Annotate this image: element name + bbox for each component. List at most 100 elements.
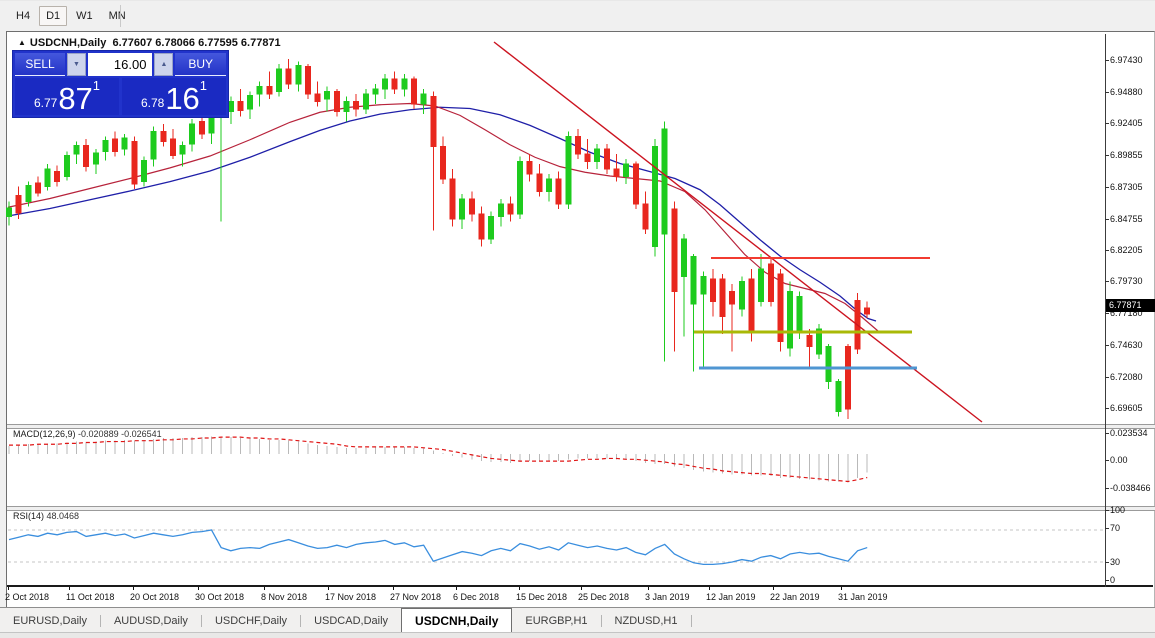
bear-candle bbox=[478, 213, 485, 240]
date-tick bbox=[69, 587, 70, 590]
chart-tab-nzdusd[interactable]: NZDUSD,H1 bbox=[614, 614, 678, 627]
chart-tab-usdcnh[interactable]: USDCNH,Daily bbox=[401, 608, 513, 633]
axis-label: 6.92405 bbox=[1110, 118, 1143, 128]
price-axis-line bbox=[1105, 34, 1106, 587]
axis-tick bbox=[1105, 488, 1109, 489]
bull-candle bbox=[787, 291, 794, 349]
bear-candle bbox=[526, 161, 533, 175]
bull-candle bbox=[121, 137, 128, 150]
chart-tab-usdchf[interactable]: USDCHF,Daily bbox=[214, 614, 288, 627]
bull-candle bbox=[652, 146, 659, 248]
bull-candle bbox=[796, 296, 803, 333]
bull-candle bbox=[382, 78, 389, 90]
date-tick bbox=[8, 587, 9, 590]
one-click-trade-panel: SELL ▼ 16.00 ▲ BUY 6.77 87 1 6.78 16 1 bbox=[13, 51, 228, 117]
date-tick bbox=[648, 587, 649, 590]
axis-tick bbox=[1105, 281, 1109, 282]
axis-label: 0.00 bbox=[1110, 455, 1128, 465]
axis-tick bbox=[1105, 562, 1109, 563]
date-label: 12 Jan 2019 bbox=[706, 592, 756, 602]
bear-candle bbox=[160, 131, 167, 143]
chart-window bbox=[6, 31, 1155, 633]
bull-candle bbox=[73, 144, 80, 155]
buy-button[interactable]: BUY bbox=[175, 53, 227, 76]
tab-separator bbox=[600, 614, 602, 627]
tab-separator bbox=[300, 614, 302, 627]
timeframe-button-h4[interactable]: H4 bbox=[16, 10, 31, 22]
current-price-tag: 6.77871 bbox=[1106, 299, 1155, 312]
date-label: 20 Oct 2018 bbox=[130, 592, 180, 602]
macd-rsi-separator[interactable] bbox=[7, 506, 1155, 511]
bull-candle bbox=[681, 238, 688, 278]
date-tick bbox=[841, 587, 842, 590]
timeframe-button-d1[interactable]: D1 bbox=[39, 6, 68, 26]
timeframe-button-mn[interactable]: MN bbox=[108, 10, 126, 22]
bull-candle bbox=[420, 93, 427, 105]
date-tick bbox=[198, 587, 199, 590]
axis-label: 6.69605 bbox=[1110, 403, 1143, 413]
bull-candle bbox=[546, 178, 553, 193]
bull-candle bbox=[517, 161, 524, 215]
date-label: 15 Dec 2018 bbox=[516, 592, 568, 602]
axis-label: 6.79730 bbox=[1110, 276, 1143, 286]
bull-candle bbox=[816, 328, 823, 355]
bear-candle bbox=[198, 121, 205, 135]
chart-tab-audusd[interactable]: AUDUSD,Daily bbox=[113, 614, 188, 627]
chart-tab-bar: EURUSD,Daily AUDUSD,Daily USDCHF,Daily USDC… bbox=[0, 607, 1155, 633]
date-tick bbox=[581, 587, 582, 590]
chart-macd-separator[interactable] bbox=[7, 424, 1155, 429]
chart-tab-eurgbp[interactable]: EURGBP,H1 bbox=[525, 614, 588, 627]
volume-input[interactable]: 16.00 bbox=[88, 53, 153, 76]
macd-signal-line bbox=[9, 436, 868, 483]
date-label: 30 Oct 2018 bbox=[195, 592, 245, 602]
buy-price[interactable]: 6.78 16 1 bbox=[122, 78, 226, 115]
bull-candle bbox=[150, 131, 157, 160]
axis-label: -0.038466 bbox=[1110, 483, 1151, 493]
timeframe-button-w1[interactable]: W1 bbox=[76, 10, 93, 22]
bull-candle bbox=[362, 93, 369, 110]
volume-down-spinner[interactable]: ▼ bbox=[67, 53, 86, 76]
bull-candle bbox=[835, 381, 842, 413]
date-label: 2 Oct 2018 bbox=[5, 592, 50, 602]
bull-candle bbox=[661, 128, 668, 235]
date-tick bbox=[709, 587, 710, 590]
collapse-icon[interactable]: ▲ bbox=[18, 38, 26, 47]
chevron-down-icon: ▼ bbox=[73, 61, 80, 68]
bull-candle bbox=[227, 101, 234, 113]
chart-tab-eurusd[interactable]: EURUSD,Daily bbox=[13, 614, 87, 627]
bear-candle bbox=[555, 178, 562, 205]
volume-up-spinner[interactable]: ▲ bbox=[154, 53, 174, 76]
bull-candle bbox=[594, 148, 601, 163]
axis-label: 6.94880 bbox=[1110, 87, 1143, 97]
bear-candle bbox=[584, 153, 591, 163]
axis-tick bbox=[1105, 510, 1109, 511]
bear-candle bbox=[449, 178, 456, 220]
axis-label: 6.77180 bbox=[1110, 308, 1143, 318]
bull-candle bbox=[825, 346, 832, 383]
axis-label: 0.023534 bbox=[1110, 428, 1148, 438]
bull-candle bbox=[324, 91, 331, 100]
bear-candle bbox=[729, 291, 736, 305]
bear-candle bbox=[632, 163, 639, 205]
ma-slow-line bbox=[7, 106, 877, 322]
bear-candle bbox=[304, 66, 311, 95]
descending-trendline[interactable] bbox=[493, 41, 983, 423]
bull-candle bbox=[565, 136, 572, 205]
axis-tick bbox=[1105, 345, 1109, 346]
bear-candle bbox=[411, 78, 418, 105]
bear-candle bbox=[468, 198, 475, 215]
date-tick bbox=[328, 587, 329, 590]
bear-candle bbox=[507, 203, 514, 215]
axis-tick bbox=[1105, 60, 1109, 61]
date-label: 31 Jan 2019 bbox=[838, 592, 888, 602]
sell-price-big: 87 bbox=[58, 81, 93, 116]
status-strip bbox=[0, 632, 1155, 638]
sell-price[interactable]: 6.77 87 1 bbox=[15, 78, 119, 115]
axis-label: 6.97430 bbox=[1110, 55, 1143, 65]
bull-candle bbox=[92, 152, 99, 165]
axis-tick bbox=[1105, 123, 1109, 124]
timeframe-buttons: H4 D1 W1 MN bbox=[8, 1, 134, 26]
chart-tab-usdcad[interactable]: USDCAD,Daily bbox=[314, 614, 389, 627]
sell-button[interactable]: SELL bbox=[15, 53, 65, 76]
